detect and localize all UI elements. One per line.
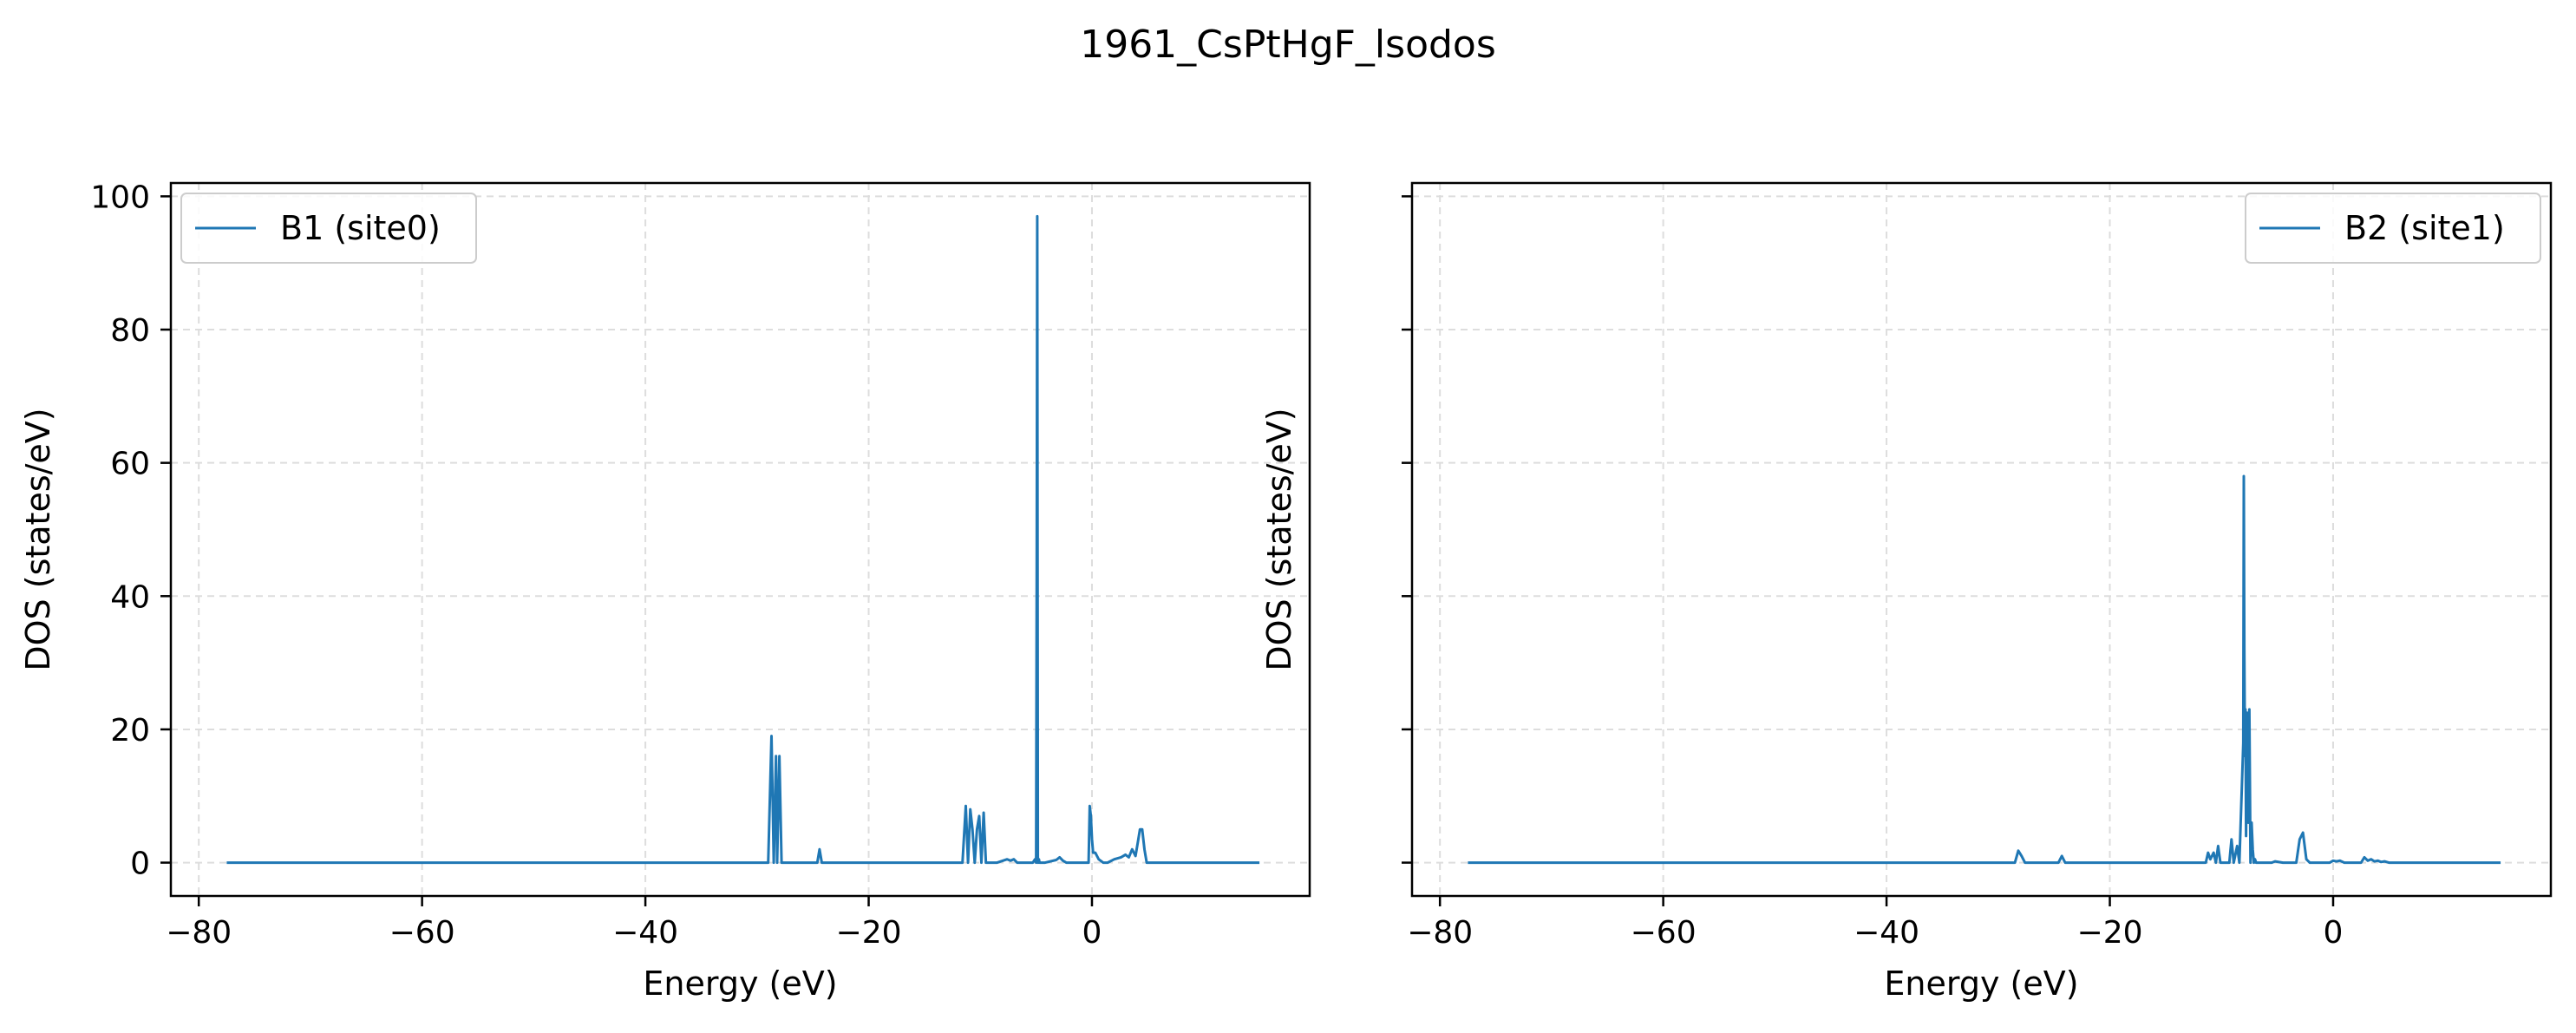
- y-tick-label: 0: [130, 847, 150, 882]
- x-tick-label: 0: [1082, 915, 1102, 951]
- y-tick-label: 100: [90, 180, 150, 215]
- series-line-1: [226, 214, 1260, 865]
- x-tick-label: −40: [1854, 915, 1919, 951]
- legend-box: [2245, 193, 2541, 264]
- x-tick-label: 0: [2324, 915, 2344, 951]
- series-line-1: [1468, 474, 2501, 865]
- x-tick-label: −40: [612, 915, 678, 951]
- legend-label: B2 (site1): [2344, 209, 2505, 247]
- legend-label: B1 (site0): [280, 209, 441, 247]
- x-tick-label: −80: [1407, 915, 1473, 951]
- y-tick-label: 60: [110, 447, 150, 482]
- y-tick-label: 80: [110, 313, 150, 349]
- x-tick-label: −20: [836, 915, 902, 951]
- y-tick-label: 20: [110, 713, 150, 749]
- y-axis-label: DOS (states/eV): [19, 408, 57, 670]
- axes-frame: [1410, 181, 2553, 898]
- panel-b2: −80 −60 −40 −20 0 Energy (eV) DOS (states/eV) B…: [1260, 181, 2553, 1003]
- y-tick-label: 40: [110, 579, 150, 615]
- figure-title: 1961_CsPtHgF_lsodos: [1080, 23, 1496, 67]
- panel-b1: −80 −60 −40 −20 0 0 20 40 60 80 100 Energy (eV) DOS …: [19, 180, 1311, 1003]
- legend-box: [180, 193, 477, 264]
- x-axis-label: Energy (eV): [643, 964, 837, 1003]
- x-axis-label: Energy (eV): [1884, 964, 2078, 1003]
- x-tick-label: −60: [389, 915, 455, 951]
- axes-frame: [169, 181, 1311, 898]
- y-axis-label: DOS (states/eV): [1260, 408, 1298, 670]
- x-tick-label: −20: [2077, 915, 2143, 951]
- x-tick-label: −80: [166, 915, 232, 951]
- x-tick-label: −60: [1631, 915, 1697, 951]
